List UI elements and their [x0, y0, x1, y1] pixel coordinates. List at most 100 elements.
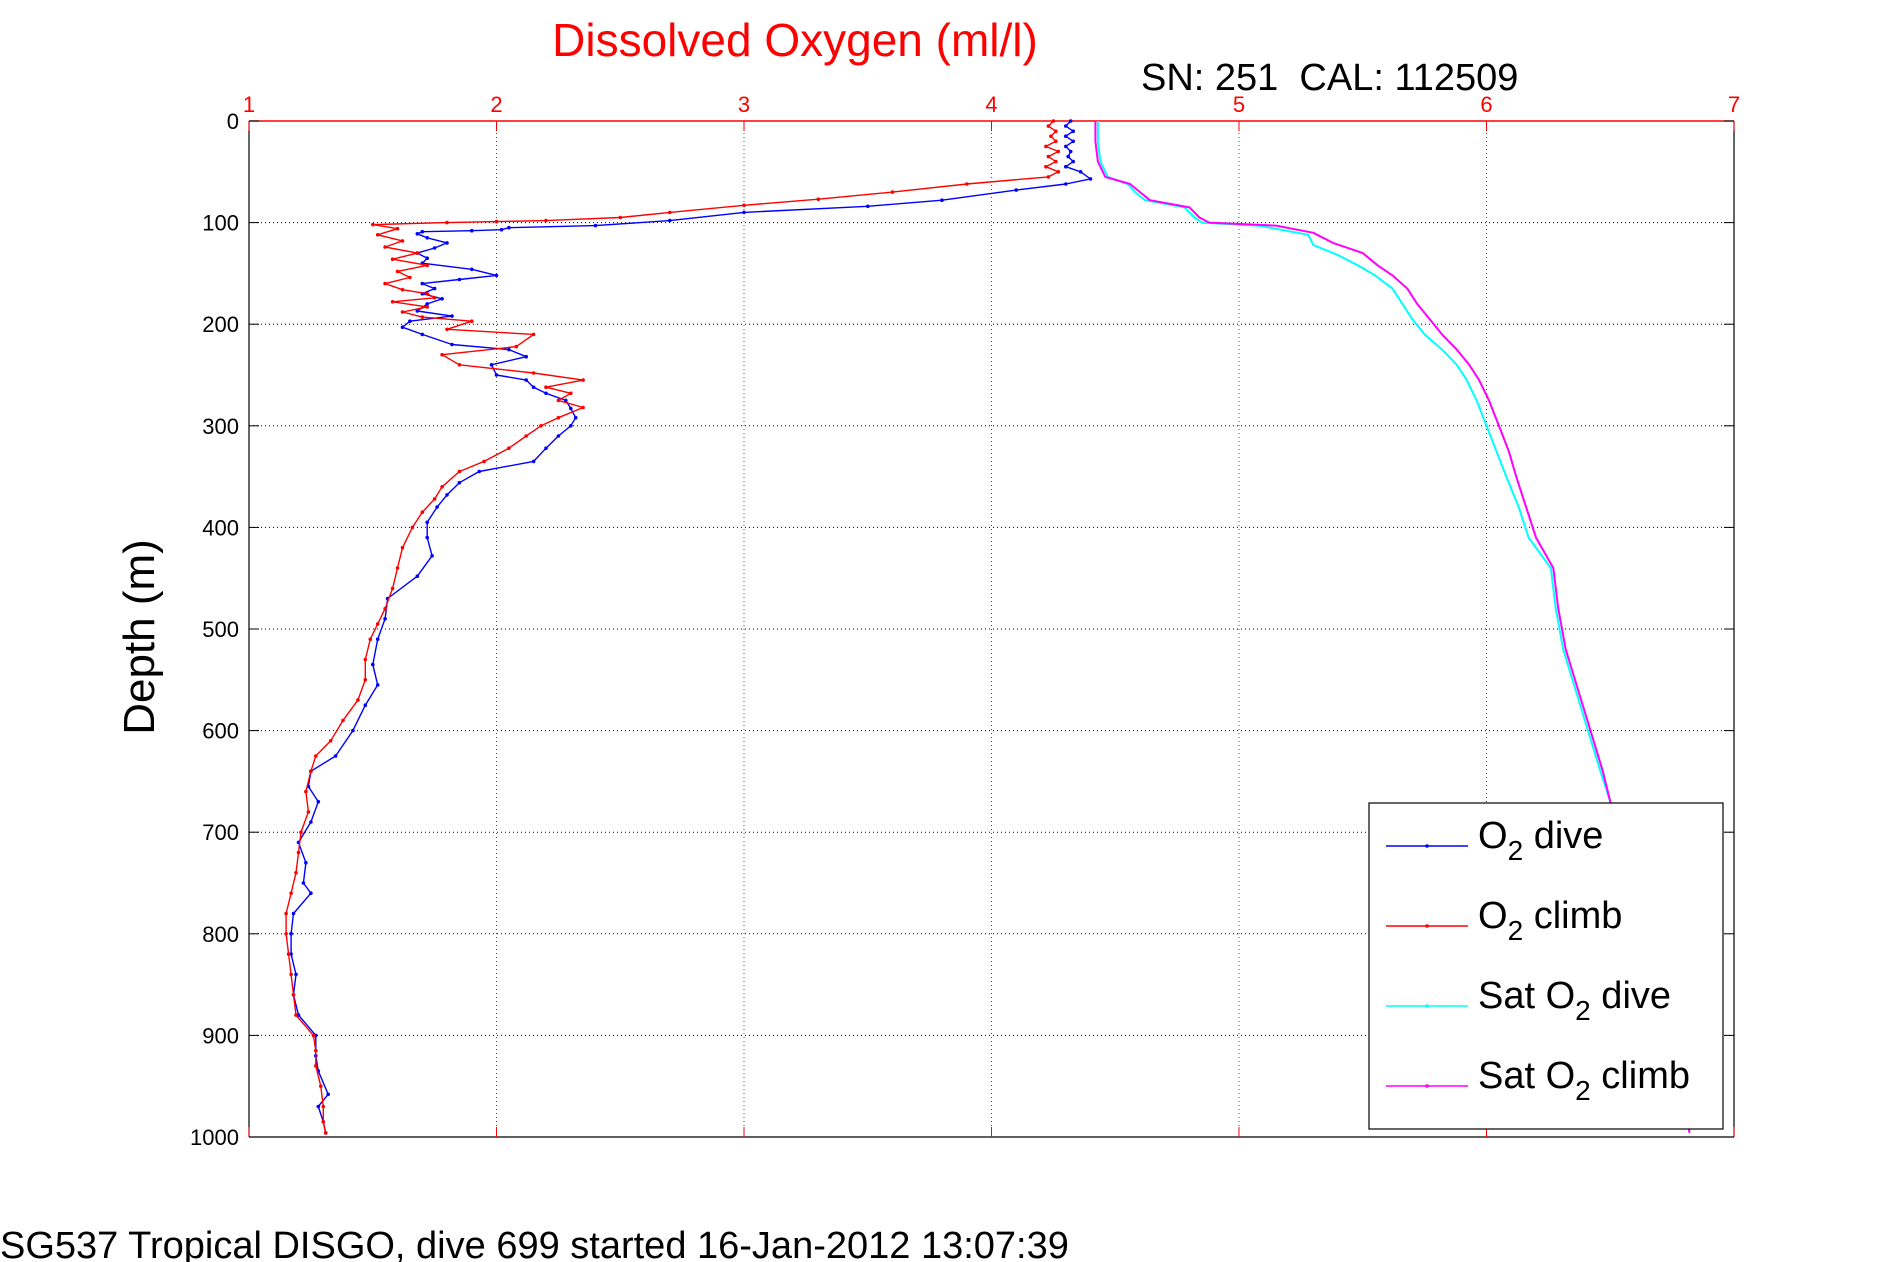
data-point — [319, 1084, 323, 1088]
y-tick-label: 1000 — [190, 1125, 239, 1150]
data-point — [294, 871, 298, 875]
data-point — [383, 606, 387, 611]
data-point — [1066, 154, 1070, 159]
x-axis: 1 2 3 4 5 6 7 — [243, 92, 1740, 1137]
x-tick-label: 7 — [1728, 92, 1740, 117]
data-point — [890, 190, 895, 194]
data-point — [371, 222, 375, 227]
data-point — [432, 246, 437, 250]
legend-marker — [1425, 1004, 1429, 1008]
data-point — [440, 297, 444, 301]
data-point — [531, 371, 536, 375]
y-tick-label: 200 — [202, 312, 239, 337]
series-o2-climb — [284, 119, 1061, 1135]
data-point — [556, 434, 561, 438]
data-point — [291, 911, 296, 916]
legend: O2 dive O2 climb Sat O2 dive Sat O2 climb — [1368, 802, 1724, 1130]
data-point — [1068, 149, 1073, 154]
legend-marker — [1425, 924, 1429, 928]
data-point — [341, 718, 345, 723]
data-point — [1044, 144, 1048, 149]
data-point — [507, 347, 511, 352]
data-point — [440, 485, 444, 489]
x-tick-label: 4 — [985, 92, 997, 117]
data-point — [457, 277, 462, 282]
data-point — [299, 830, 303, 834]
data-point — [432, 296, 437, 300]
data-point — [940, 198, 944, 202]
data-point — [514, 344, 519, 349]
data-point — [408, 275, 412, 280]
data-point — [445, 493, 449, 497]
data-point — [430, 554, 434, 558]
data-point — [326, 1092, 331, 1097]
data-point — [420, 315, 425, 319]
x-tick-label: 1 — [243, 92, 255, 117]
data-point — [363, 678, 368, 682]
data-point — [556, 398, 561, 403]
data-point — [470, 267, 474, 272]
y-tick-label: 900 — [202, 1023, 239, 1048]
data-point — [457, 469, 462, 474]
data-point — [450, 314, 454, 318]
data-point — [314, 1064, 318, 1068]
data-point — [420, 510, 425, 514]
data-point — [395, 269, 400, 274]
data-point — [489, 363, 494, 367]
data-point — [363, 703, 368, 707]
y-tick-label: 400 — [202, 515, 239, 540]
data-point — [321, 1104, 326, 1109]
data-point — [383, 245, 387, 249]
x-tick-label: 6 — [1480, 92, 1492, 117]
data-point — [618, 215, 623, 220]
data-point — [524, 354, 528, 359]
chart-subtitle: SN: 251 CAL: 112509 — [1141, 57, 1518, 99]
data-point — [539, 424, 543, 428]
legend-label: O2 dive — [1478, 815, 1603, 866]
data-point — [1064, 182, 1068, 186]
data-point — [289, 932, 293, 936]
data-point — [323, 1131, 328, 1135]
data-point — [866, 204, 870, 209]
data-point — [569, 391, 573, 396]
data-point — [569, 406, 573, 411]
data-point — [306, 810, 311, 814]
data-point — [316, 799, 321, 804]
data-point — [383, 617, 387, 621]
data-point — [425, 535, 430, 540]
data-point — [410, 525, 415, 530]
data-point — [415, 232, 420, 236]
data-point — [314, 754, 318, 758]
data-point — [494, 273, 499, 278]
x-tick-label: 5 — [1233, 92, 1245, 117]
data-point — [531, 332, 536, 337]
data-point — [742, 203, 746, 208]
x-tick-label: 2 — [490, 92, 502, 117]
data-point — [284, 911, 288, 916]
y-tick-label: 0 — [227, 109, 239, 134]
data-point — [390, 300, 395, 304]
data-point — [1064, 134, 1068, 138]
data-point — [1054, 129, 1058, 133]
data-point — [309, 769, 313, 773]
data-point — [1088, 177, 1093, 181]
data-point — [356, 698, 360, 702]
data-point — [507, 446, 511, 451]
data-point — [544, 446, 548, 451]
data-point — [351, 728, 355, 733]
data-point — [321, 1120, 326, 1124]
data-point — [556, 415, 561, 420]
data-point — [1044, 164, 1048, 169]
data-point — [400, 287, 405, 292]
data-point — [395, 566, 400, 570]
data-point — [425, 291, 430, 296]
data-point — [435, 505, 439, 509]
data-point — [445, 241, 449, 245]
data-point — [1054, 139, 1058, 144]
data-point — [375, 622, 380, 626]
data-point — [573, 415, 578, 420]
legend-marker — [1425, 844, 1429, 848]
data-point — [432, 497, 437, 501]
data-point — [1071, 139, 1075, 144]
